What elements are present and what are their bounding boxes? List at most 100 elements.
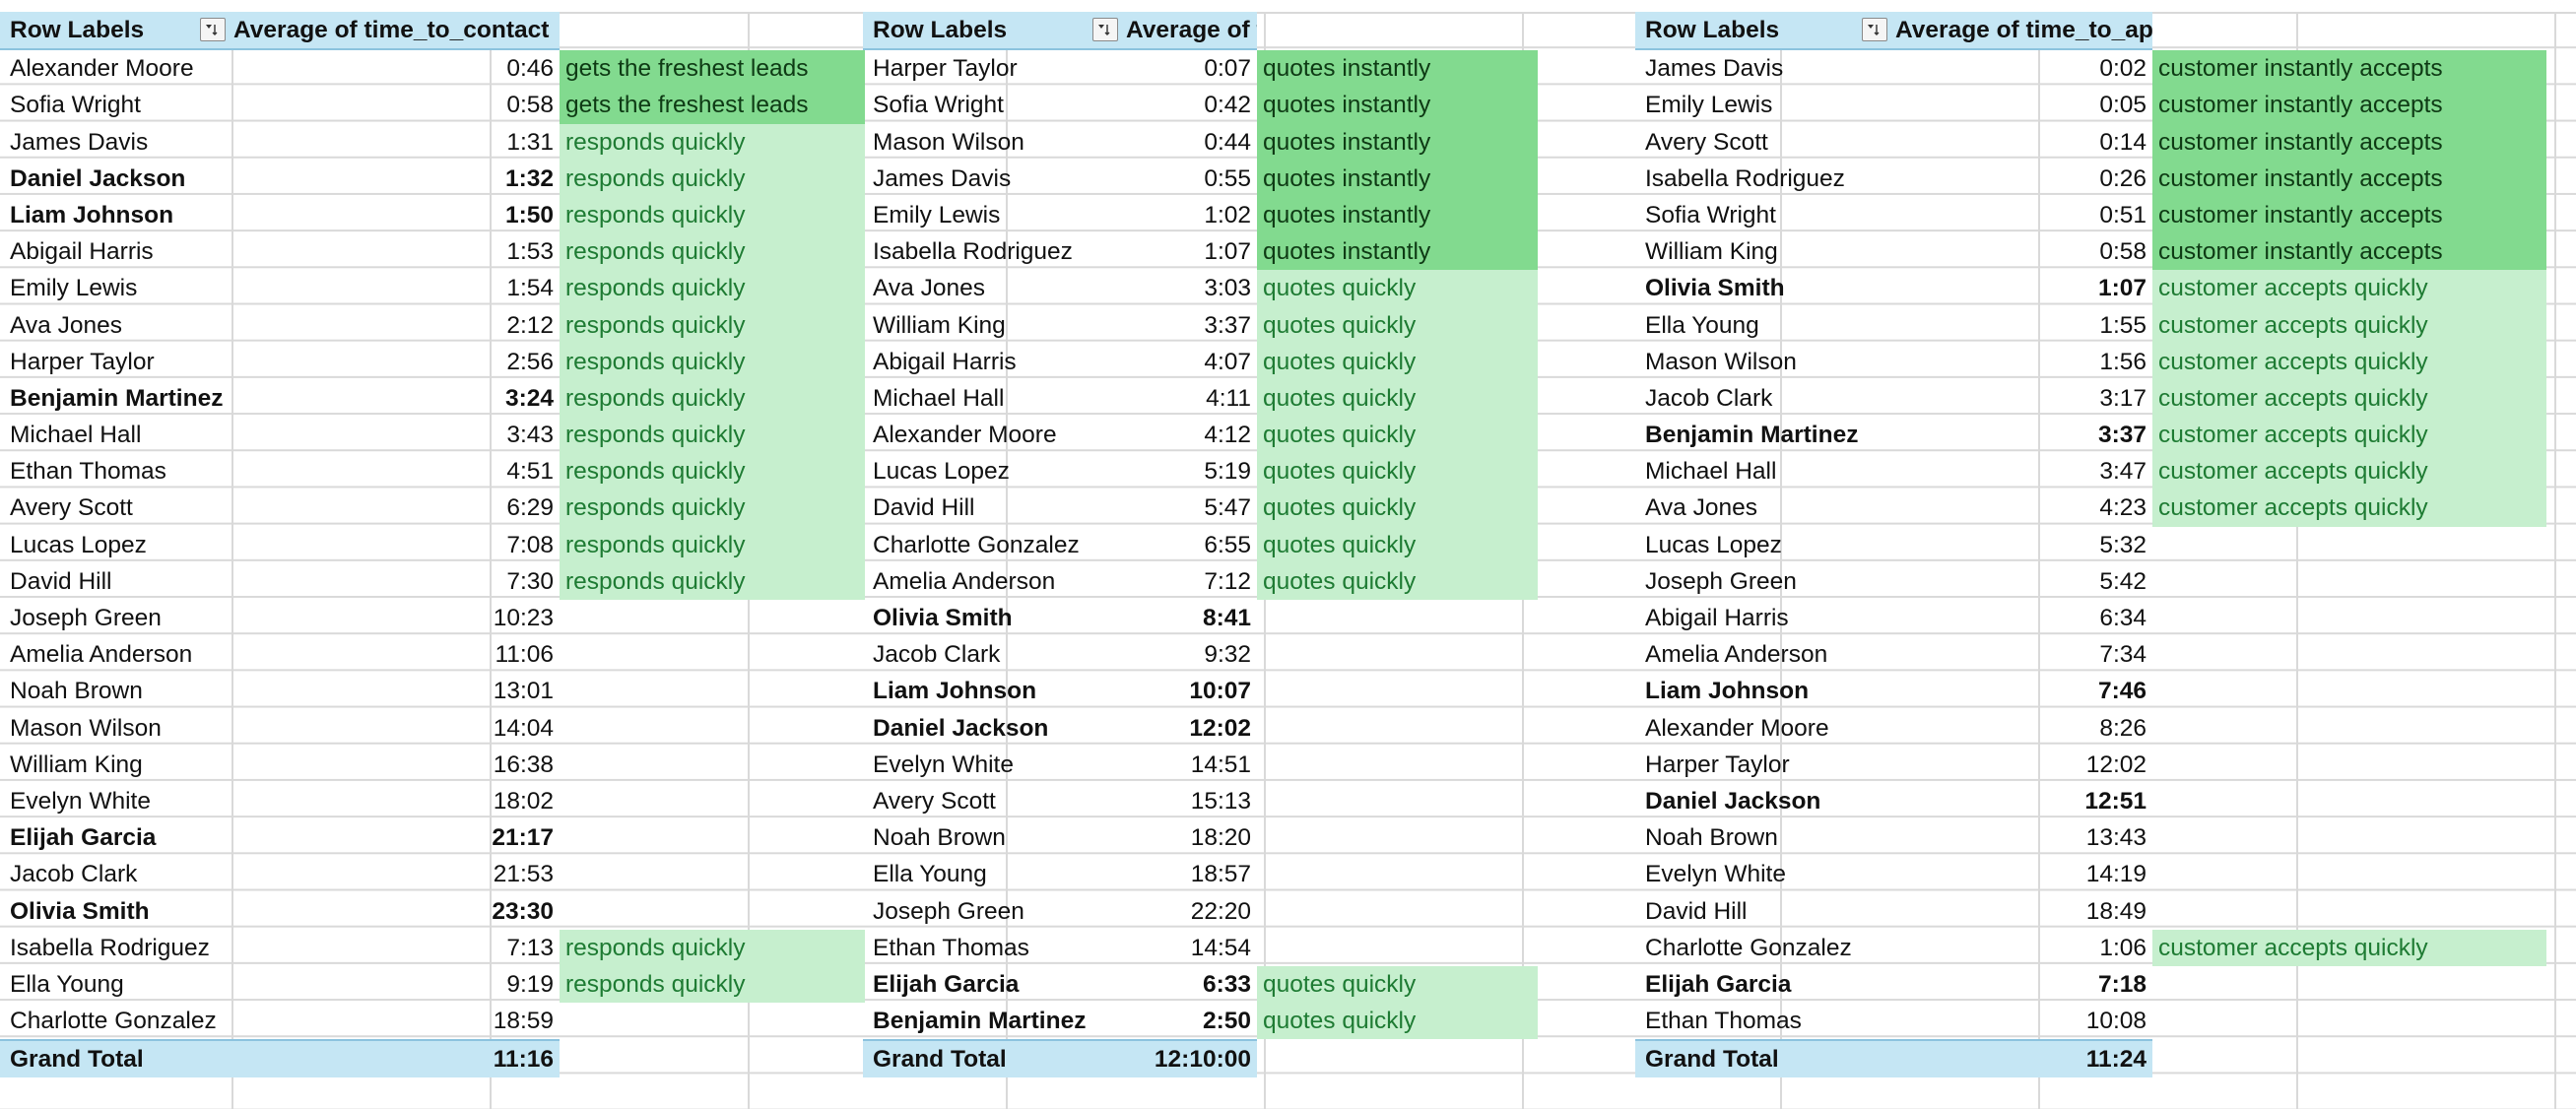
row-label-cell[interactable]: Michael Hall (1645, 458, 1777, 486)
grand-total-label[interactable]: Grand Total (1645, 1046, 1779, 1074)
rating-note-cell[interactable] (1257, 893, 1538, 930)
time-value-cell[interactable]: 7:46 (2097, 678, 2147, 705)
table-row[interactable]: Harper Taylor 0:07 quotes instantly (863, 50, 1538, 88)
table-row[interactable]: Lucas Lopez 7:08 responds quickly (0, 526, 865, 563)
row-label-cell[interactable]: Harper Taylor (10, 348, 155, 375)
table-row[interactable]: David Hill 18:49 (1635, 893, 2546, 930)
table-row[interactable]: Charlotte Gonzalez 1:06 customer accepts q… (1635, 929, 2546, 966)
time-value-cell[interactable]: 7:18 (2097, 970, 2147, 998)
table-row[interactable]: Michael Hall 3:43 responds quickly (0, 417, 865, 454)
rating-note-cell[interactable]: quotes quickly (1257, 965, 1538, 1004)
rating-note-cell[interactable] (2152, 966, 2546, 1003)
time-value-cell[interactable]: 3:43 (506, 422, 554, 449)
rating-note-cell[interactable]: customer instantly accepts (2152, 196, 2546, 234)
row-label-cell[interactable]: Joseph Green (1645, 567, 1797, 595)
row-label-cell[interactable]: Noah Brown (1645, 824, 1778, 852)
rating-note-cell[interactable]: responds quickly (560, 306, 865, 344)
row-label-cell[interactable]: Jacob Clark (10, 861, 138, 888)
row-label-cell[interactable]: Lucas Lopez (10, 531, 147, 558)
row-label-cell[interactable]: Elijah Garcia (873, 970, 1020, 998)
table-row[interactable]: Emily Lewis 1:02 quotes instantly (863, 196, 1538, 234)
time-value-cell[interactable]: 18:49 (2085, 897, 2147, 925)
row-label-cell[interactable]: Ethan Thomas (1645, 1008, 1802, 1035)
time-value-cell[interactable]: 21:53 (493, 861, 554, 888)
time-value-cell[interactable]: 14:54 (1190, 934, 1251, 961)
rating-note-cell[interactable]: gets the freshest leads (560, 87, 865, 124)
row-label-cell[interactable]: Evelyn White (10, 787, 151, 815)
time-value-cell[interactable]: 21:17 (492, 824, 554, 852)
time-value-cell[interactable]: 1:32 (504, 164, 554, 192)
time-value-cell[interactable]: 8:41 (1202, 605, 1251, 631)
row-label-cell[interactable]: Isabella Rodriguez (1645, 164, 1845, 192)
row-label-cell[interactable]: Jacob Clark (873, 641, 1001, 669)
rating-note-cell[interactable]: customer accepts quickly (2152, 489, 2546, 527)
time-value-cell[interactable]: 1:07 (2097, 275, 2147, 302)
rating-note-cell[interactable] (560, 747, 865, 783)
table-row[interactable]: Abigail Harris 6:34 (1635, 600, 2546, 636)
time-value-cell[interactable]: 18:20 (1190, 824, 1251, 852)
row-label-cell[interactable]: Benjamin Martinez (10, 384, 224, 412)
rating-note-cell[interactable]: responds quickly (560, 343, 865, 380)
rating-note-cell[interactable] (560, 783, 865, 819)
time-value-cell[interactable]: 7:30 (506, 567, 554, 595)
time-value-cell[interactable]: 16:38 (493, 750, 554, 778)
rating-note-cell[interactable]: quotes quickly (1257, 526, 1538, 563)
table-row[interactable]: Alexander Moore 8:26 (1635, 710, 2546, 747)
row-label-cell[interactable]: William King (1645, 238, 1778, 266)
table-row[interactable]: Ella Young 9:19 responds quickly (0, 965, 865, 1004)
time-value-cell[interactable]: 0:44 (1204, 128, 1251, 156)
table-row[interactable]: Ella Young 18:57 (863, 856, 1538, 892)
rating-note-cell[interactable]: quotes instantly (1257, 233, 1538, 271)
row-label-cell[interactable]: Liam Johnson (873, 678, 1037, 705)
rating-note-cell[interactable] (2152, 710, 2546, 747)
row-label-cell[interactable]: Mason Wilson (10, 714, 162, 742)
row-label-cell[interactable]: Amelia Anderson (1645, 641, 1828, 669)
time-value-cell[interactable]: 14:19 (2085, 861, 2147, 888)
table-row[interactable]: Evelyn White 14:51 (863, 747, 1538, 783)
time-value-cell[interactable]: 0:02 (2099, 55, 2147, 83)
time-value-cell[interactable]: 12:02 (2085, 750, 2147, 778)
rating-note-cell[interactable] (2152, 673, 2546, 709)
rating-note-cell[interactable]: customer instantly accepts (2152, 160, 2546, 197)
time-value-cell[interactable]: 7:13 (506, 934, 554, 961)
rating-note-cell[interactable] (2152, 527, 2546, 563)
time-value-cell[interactable]: 5:42 (2099, 567, 2147, 595)
grand-total-label[interactable]: Grand Total (873, 1046, 1007, 1074)
time-value-cell[interactable]: 0:05 (2099, 92, 2147, 119)
table-row[interactable]: Lucas Lopez 5:32 (1635, 527, 2546, 563)
rating-note-cell[interactable] (2152, 819, 2546, 856)
time-value-cell[interactable]: 11:06 (495, 641, 555, 669)
table-row[interactable]: Alexander Moore 0:46 gets the freshest lea… (0, 50, 865, 88)
filter-dropdown-icon[interactable] (1092, 18, 1118, 41)
rating-note-cell[interactable]: quotes instantly (1257, 160, 1538, 197)
time-value-cell[interactable]: 6:34 (2099, 605, 2147, 631)
rating-note-cell[interactable] (1257, 600, 1538, 636)
time-value-cell[interactable]: 0:26 (2099, 164, 2147, 192)
table-row[interactable]: Liam Johnson 1:50 responds quickly (0, 196, 865, 234)
time-value-cell[interactable]: 0:14 (2099, 128, 2147, 156)
time-value-cell[interactable]: 1:56 (2099, 348, 2147, 375)
time-value-cell[interactable]: 2:56 (506, 348, 554, 375)
rating-note-cell[interactable]: quotes quickly (1257, 489, 1538, 527)
time-value-cell[interactable]: 14:51 (1190, 750, 1251, 778)
table-row[interactable]: Isabella Rodriguez 0:26 customer instantly… (1635, 160, 2546, 197)
rating-note-cell[interactable]: gets the freshest leads (560, 50, 865, 88)
row-label-cell[interactable]: Avery Scott (1645, 128, 1768, 156)
row-label-cell[interactable]: Olivia Smith (10, 897, 150, 925)
rating-note-cell[interactable] (560, 673, 865, 709)
time-value-cell[interactable]: 0:58 (506, 92, 554, 119)
rating-note-cell[interactable] (2152, 1003, 2546, 1039)
table-row[interactable]: Avery Scott 6:29 responds quickly (0, 489, 865, 527)
row-labels-header[interactable]: Row Labels (10, 17, 145, 43)
row-label-cell[interactable]: Daniel Jackson (1645, 787, 1821, 815)
time-value-cell[interactable]: 0:46 (506, 55, 554, 83)
rating-note-cell[interactable] (560, 893, 865, 930)
row-label-cell[interactable]: Ava Jones (10, 311, 122, 339)
row-label-cell[interactable]: Jacob Clark (1645, 384, 1773, 412)
time-value-cell[interactable]: 1:31 (506, 128, 554, 156)
table-row[interactable]: Olivia Smith 1:07 customer accepts quickly (1635, 270, 2546, 307)
row-label-cell[interactable]: Alexander Moore (10, 55, 194, 83)
time-value-cell[interactable]: 6:55 (1204, 531, 1251, 558)
time-value-cell[interactable]: 18:02 (493, 787, 554, 815)
rating-note-cell[interactable]: quotes quickly (1257, 379, 1538, 418)
